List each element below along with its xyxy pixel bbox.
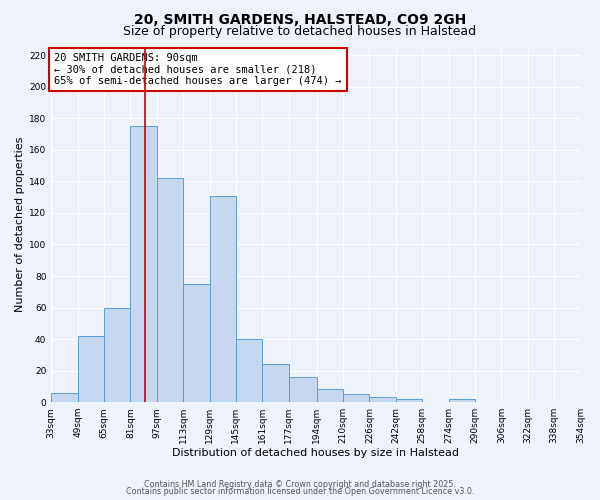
Bar [51, 392, 77, 402]
Bar [130, 126, 157, 402]
Bar [289, 377, 317, 402]
Text: 20, SMITH GARDENS, HALSTEAD, CO9 2GH: 20, SMITH GARDENS, HALSTEAD, CO9 2GH [134, 12, 466, 26]
Bar [209, 196, 236, 402]
Y-axis label: Number of detached properties: Number of detached properties [15, 137, 25, 312]
Text: Contains HM Land Registry data © Crown copyright and database right 2025.: Contains HM Land Registry data © Crown c… [144, 480, 456, 489]
Text: Contains public sector information licensed under the Open Government Licence v3: Contains public sector information licen… [126, 488, 474, 496]
Text: 20 SMITH GARDENS: 90sqm
← 30% of detached houses are smaller (218)
65% of semi-d: 20 SMITH GARDENS: 90sqm ← 30% of detache… [54, 53, 341, 86]
Bar [262, 364, 289, 402]
X-axis label: Distribution of detached houses by size in Halstead: Distribution of detached houses by size … [172, 448, 460, 458]
Bar [236, 339, 262, 402]
Bar [396, 399, 422, 402]
Bar [157, 178, 183, 402]
Bar [183, 284, 209, 402]
Bar [343, 394, 370, 402]
Bar [449, 399, 475, 402]
Text: Size of property relative to detached houses in Halstead: Size of property relative to detached ho… [124, 25, 476, 38]
Bar [104, 308, 130, 402]
Bar [77, 336, 104, 402]
Bar [370, 398, 396, 402]
Bar [317, 390, 343, 402]
